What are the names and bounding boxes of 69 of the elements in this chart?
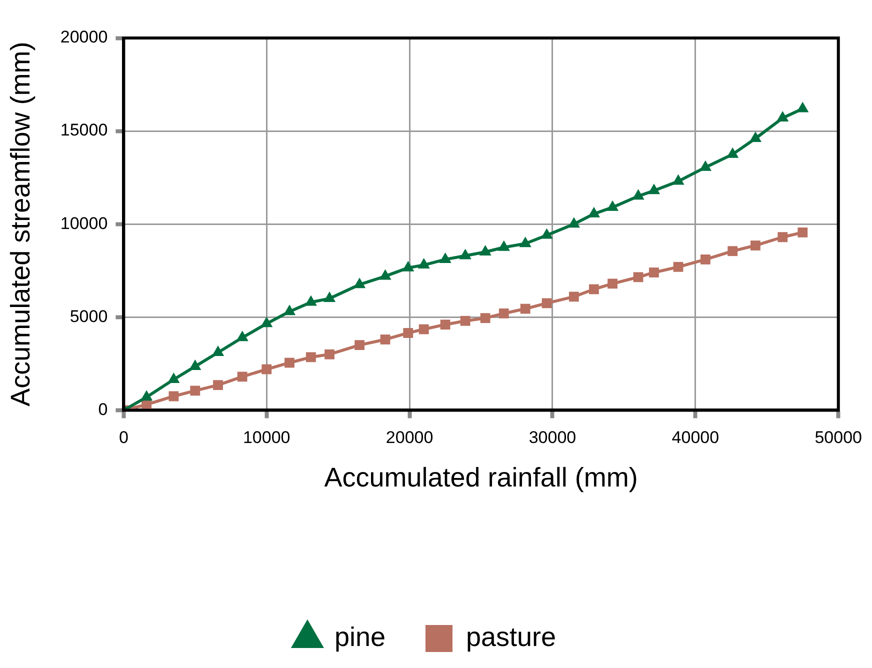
point [726,147,739,158]
point [673,262,684,272]
point [418,258,430,269]
point [498,308,509,318]
y-axis-title: Accumulated streamflow (mm) [6,42,36,406]
x-axis-title: Accumulated rainfall (mm) [324,462,638,492]
point [749,131,762,142]
point [750,240,760,250]
point [354,340,364,350]
point [796,102,809,112]
y-tick-label: 20000 [60,28,108,47]
point [380,334,390,344]
point [588,206,600,218]
point [608,278,618,289]
point [649,268,659,278]
point [439,252,452,263]
point [728,246,738,256]
point [480,313,490,324]
point [190,386,200,396]
y-tick-label: 15000 [60,120,108,140]
legend-label: pine [334,622,386,652]
point [402,260,414,272]
point [568,217,580,228]
point [699,160,712,171]
point [778,232,788,242]
point [418,324,429,334]
point [403,328,414,338]
point [588,284,599,294]
point [519,236,532,248]
point [260,316,273,328]
point [520,304,530,314]
point [284,358,294,368]
point [776,111,789,122]
point [542,298,552,308]
point [236,330,248,342]
point [700,254,710,264]
point [672,174,684,185]
x-tick-label: 20000 [386,428,434,448]
point [632,189,644,200]
point [213,380,223,390]
x-tick-label: 50000 [814,428,862,448]
point [568,292,579,302]
point [460,316,470,326]
y-tick-label: 10000 [60,214,108,233]
point [459,248,472,260]
x-tick-label: 10000 [242,428,290,448]
point [262,364,272,374]
point [606,200,619,211]
point [304,295,317,306]
point [440,320,450,330]
point [633,272,644,282]
x-tick-label: 40000 [672,428,720,448]
point [498,240,510,251]
point [212,346,224,356]
x-tick-label: 30000 [528,428,576,448]
point [324,349,334,360]
point [379,269,392,280]
point [168,391,179,402]
point [237,372,248,382]
legend-label: pasture [466,622,556,652]
point [648,184,660,194]
y-tick-label: 5000 [70,306,108,326]
point [540,228,553,239]
point [306,352,316,362]
point [798,228,808,238]
point [479,245,492,256]
x-tick-label: 0 [118,428,128,448]
y-tick-label: 0 [98,400,108,419]
point [323,292,336,302]
